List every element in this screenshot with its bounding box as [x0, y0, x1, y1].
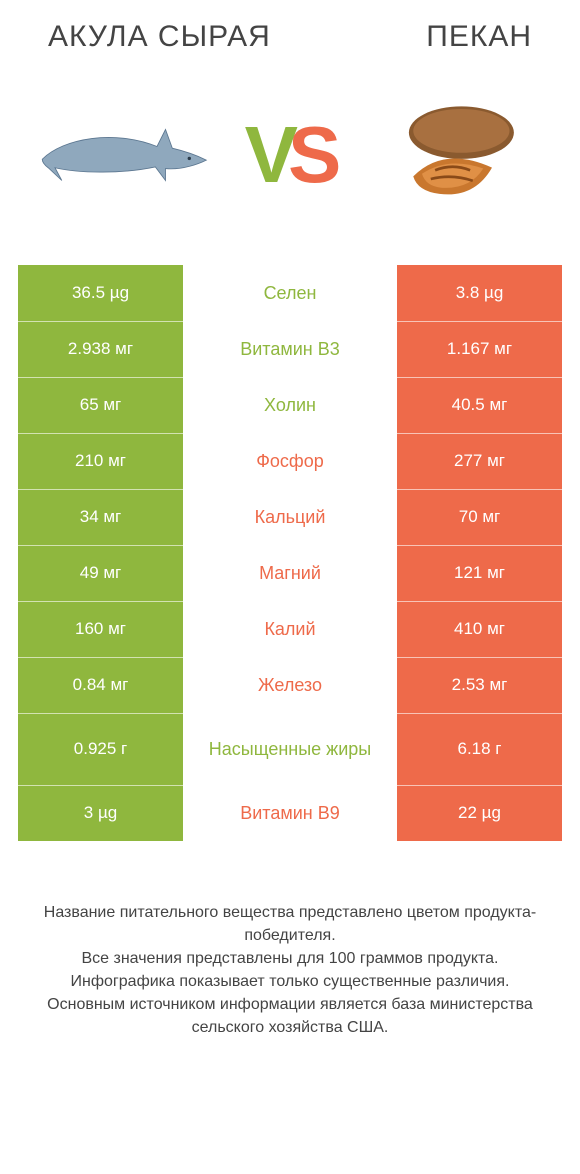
- table-row: 65 мгХолин40.5 мг: [18, 377, 562, 433]
- table-row: 2.938 мгВитамин B31.167 мг: [18, 321, 562, 377]
- cell-right: 2.53 мг: [397, 657, 562, 713]
- cell-mid: Фосфор: [183, 433, 397, 489]
- table-row: 0.925 гНасыщенные жиры6.18 г: [18, 713, 562, 785]
- cell-left: 160 мг: [18, 601, 183, 657]
- cell-mid: Холин: [183, 377, 397, 433]
- vs-label: V S: [245, 109, 336, 201]
- cell-mid: Калий: [183, 601, 397, 657]
- title-right: ПЕКАН: [426, 20, 532, 55]
- cell-mid: Витамин B3: [183, 321, 397, 377]
- table-row: 160 мгКалий410 мг: [18, 601, 562, 657]
- vs-v: V: [245, 109, 292, 201]
- footer-line: Название питательного вещества представл…: [30, 901, 550, 947]
- vs-s: S: [288, 109, 335, 201]
- cell-left: 49 мг: [18, 545, 183, 601]
- footer-line: Основным источником информации является …: [30, 993, 550, 1039]
- table-row: 3 µgВитамин B922 µg: [18, 785, 562, 841]
- cell-mid: Железо: [183, 657, 397, 713]
- comparison-table: 36.5 µgСелен3.8 µg2.938 мгВитамин B31.16…: [18, 265, 562, 841]
- cell-right: 121 мг: [397, 545, 562, 601]
- cell-right: 410 мг: [397, 601, 562, 657]
- cell-right: 1.167 мг: [397, 321, 562, 377]
- footer-notes: Название питательного вещества представл…: [18, 841, 562, 1040]
- cell-mid: Магний: [183, 545, 397, 601]
- cell-right: 40.5 мг: [397, 377, 562, 433]
- cell-left: 2.938 мг: [18, 321, 183, 377]
- cell-mid: Кальций: [183, 489, 397, 545]
- cell-left: 210 мг: [18, 433, 183, 489]
- cell-right: 70 мг: [397, 489, 562, 545]
- cell-mid: Витамин B9: [183, 785, 397, 841]
- table-row: 49 мгМагний121 мг: [18, 545, 562, 601]
- footer-line: Все значения представлены для 100 граммо…: [30, 947, 550, 970]
- hero-row: V S: [18, 65, 562, 265]
- cell-mid: Насыщенные жиры: [183, 713, 397, 785]
- cell-right: 6.18 г: [397, 713, 562, 785]
- table-row: 34 мгКальций70 мг: [18, 489, 562, 545]
- cell-left: 0.84 мг: [18, 657, 183, 713]
- footer-line: Инфографика показывает только существенн…: [30, 970, 550, 993]
- table-row: 0.84 мгЖелезо2.53 мг: [18, 657, 562, 713]
- cell-right: 277 мг: [397, 433, 562, 489]
- cell-mid: Селен: [183, 265, 397, 321]
- cell-left: 0.925 г: [18, 713, 183, 785]
- header-titles: АКУЛА СЫРАЯ ПЕКАН: [18, 0, 562, 65]
- cell-right: 22 µg: [397, 785, 562, 841]
- shark-icon: [38, 95, 208, 215]
- table-row: 210 мгФосфор277 мг: [18, 433, 562, 489]
- title-left: АКУЛА СЫРАЯ: [48, 20, 271, 55]
- cell-left: 65 мг: [18, 377, 183, 433]
- table-row: 36.5 µgСелен3.8 µg: [18, 265, 562, 321]
- cell-left: 3 µg: [18, 785, 183, 841]
- cell-left: 34 мг: [18, 489, 183, 545]
- pecan-icon: [372, 95, 542, 215]
- cell-right: 3.8 µg: [397, 265, 562, 321]
- cell-left: 36.5 µg: [18, 265, 183, 321]
